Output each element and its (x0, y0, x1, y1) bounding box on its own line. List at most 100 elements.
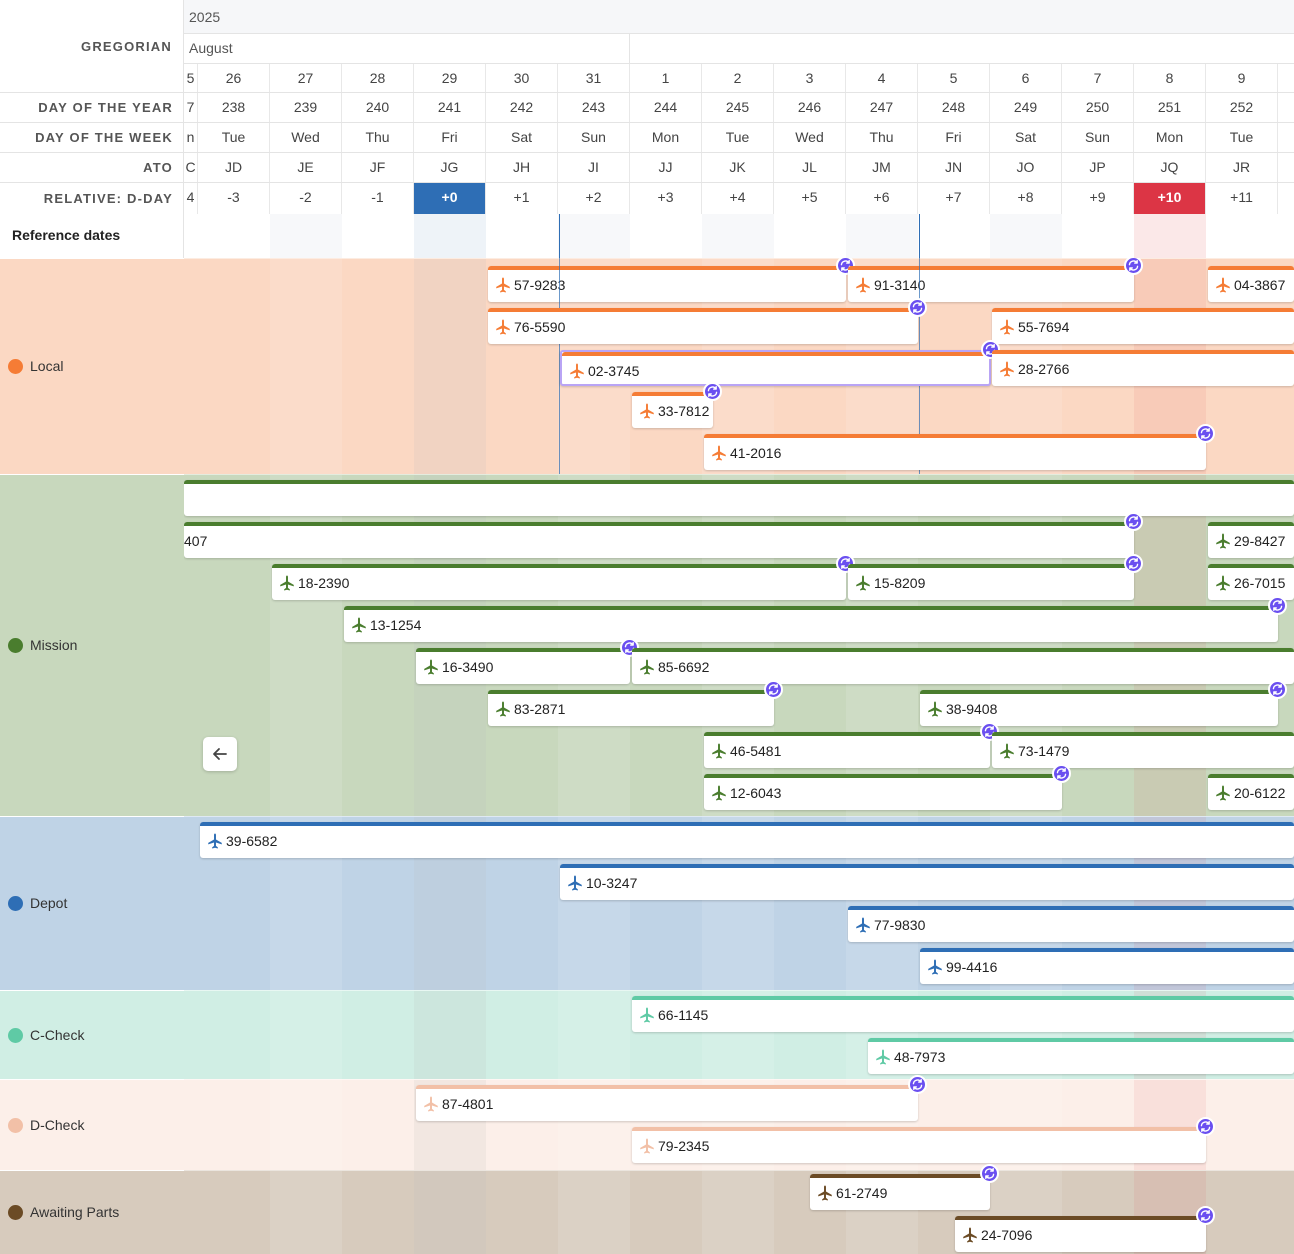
swap-icon[interactable] (764, 680, 783, 699)
group-label-d-check[interactable]: D-Check (0, 1079, 184, 1170)
date-cell: 1 (630, 64, 702, 94)
aircraft-bar[interactable]: 57-9283 (488, 266, 846, 302)
reference-date-line (559, 214, 560, 258)
group-label-depot[interactable]: Depot (0, 816, 184, 990)
swap-icon[interactable] (1268, 680, 1287, 699)
aircraft-bar[interactable]: 18-2390 (272, 564, 846, 600)
rel-cell: +3 (630, 183, 702, 214)
aircraft-tail-number: 38-9408 (946, 701, 998, 717)
swap-icon[interactable] (1124, 512, 1143, 531)
header-row-dow: DAY OF THE WEEK (0, 122, 184, 152)
column-shade (558, 1171, 630, 1254)
rel-cell: +6 (846, 183, 918, 214)
aircraft-bar[interactable]: 66-1145 (632, 996, 1294, 1032)
header-label-relative: RELATIVE: D-DAY (43, 191, 173, 206)
aircraft-bar[interactable]: 41-2016 (704, 434, 1206, 470)
bar-status-strip (344, 606, 1278, 610)
group-label-mission[interactable]: Mission (0, 474, 184, 816)
swap-icon[interactable] (908, 298, 927, 317)
swap-icon[interactable] (1196, 424, 1215, 443)
aircraft-bar[interactable]: 38-9408 (920, 690, 1278, 726)
aircraft-bar[interactable]: 04-3867 (1208, 266, 1294, 302)
airplane-icon (1214, 276, 1232, 294)
airplane-icon (1214, 784, 1232, 802)
aircraft-bar[interactable]: 79-2345 (632, 1127, 1206, 1163)
aircraft-bar[interactable]: 28-2766 (992, 350, 1294, 386)
swap-icon[interactable] (1196, 1206, 1215, 1225)
column-shade (846, 214, 918, 258)
aircraft-bar[interactable]: 10-3247 (560, 864, 1294, 900)
swap-icon[interactable] (980, 722, 999, 741)
bar-status-strip (184, 522, 1134, 526)
bar-status-strip (560, 864, 1294, 868)
aircraft-tail-number: 48-7973 (894, 1049, 946, 1065)
aircraft-tail-number: 55-7694 (1018, 319, 1070, 335)
ato-cell: JK (702, 153, 774, 183)
bar-status-strip (416, 648, 630, 652)
aircraft-bar[interactable]: 33-7812 (632, 392, 713, 428)
ato-cell: JL (774, 153, 846, 183)
aircraft-bar[interactable]: 15-8209 (848, 564, 1134, 600)
aircraft-bar[interactable]: 39-6582 (200, 822, 1294, 858)
doy-cell: 244 (630, 93, 702, 123)
swap-icon[interactable] (980, 1164, 999, 1183)
aircraft-bar[interactable]: 16-3490 (416, 648, 630, 684)
aircraft-bar[interactable]: 02-3745 (560, 350, 991, 386)
group-label-local[interactable]: Local (0, 258, 184, 474)
bar-status-strip (955, 1216, 1206, 1220)
group-label-c-check[interactable]: C-Check (0, 990, 184, 1079)
aircraft-bar[interactable]: 55-7694 (992, 308, 1294, 344)
date-cell: 28 (342, 64, 414, 94)
aircraft-bar[interactable]: 87-4801 (416, 1085, 918, 1121)
group-color-dot (8, 638, 23, 653)
aircraft-bar[interactable]: 407 (184, 522, 1134, 558)
bar-status-strip (704, 732, 990, 736)
aircraft-bar[interactable] (184, 480, 1294, 516)
swap-icon[interactable] (1052, 764, 1071, 783)
dow-cell: n (184, 123, 198, 153)
bar-status-strip (632, 996, 1294, 1000)
aircraft-bar[interactable]: 61-2749 (810, 1174, 990, 1210)
rel-cell: +0 (414, 183, 486, 214)
airplane-icon (854, 916, 872, 934)
aircraft-bar[interactable]: 46-5481 (704, 732, 990, 768)
month-september (630, 33, 1294, 63)
swap-icon[interactable] (908, 1075, 927, 1094)
aircraft-bar[interactable]: 85-6692 (632, 648, 1294, 684)
aircraft-bar[interactable]: 29-8427 (1208, 522, 1294, 558)
date-cell: 31 (558, 64, 630, 94)
aircraft-bar[interactable]: 99-4416 (920, 948, 1294, 984)
swap-icon[interactable] (1196, 1117, 1215, 1136)
aircraft-bar[interactable]: 76-5590 (488, 308, 918, 344)
aircraft-tail-number: 99-4416 (946, 959, 998, 975)
header-label-doy: DAY OF THE YEAR (38, 100, 173, 115)
aircraft-bar[interactable]: 73-1479 (992, 732, 1294, 768)
airplane-icon (278, 574, 296, 592)
swap-icon[interactable] (1124, 554, 1143, 573)
swap-icon[interactable] (1268, 596, 1287, 615)
group-label-awaiting-parts[interactable]: Awaiting Parts (0, 1170, 184, 1254)
aircraft-bar[interactable]: 12-6043 (704, 774, 1062, 810)
dday-column-shade (414, 991, 486, 1080)
bar-status-strip (810, 1174, 990, 1178)
scroll-back-button[interactable] (203, 737, 237, 771)
swap-icon[interactable] (1124, 258, 1143, 275)
airplane-icon (854, 276, 872, 294)
airplane-icon (422, 1095, 440, 1113)
aircraft-bar[interactable]: 13-1254 (344, 606, 1278, 642)
group-name: D-Check (30, 1117, 85, 1133)
aircraft-bar[interactable]: 91-3140 (848, 266, 1134, 302)
aircraft-bar[interactable]: 83-2871 (488, 690, 774, 726)
ato-cell: JI (558, 153, 630, 183)
aircraft-bar[interactable]: 48-7973 (868, 1038, 1294, 1074)
aircraft-bar[interactable]: 20-6122 (1208, 774, 1294, 810)
dow-cell: Sat (990, 123, 1062, 153)
aircraft-bar[interactable]: 24-7096 (955, 1216, 1206, 1252)
reference-date-line (919, 214, 920, 258)
bar-status-strip (992, 732, 1294, 736)
swap-icon[interactable] (703, 382, 722, 401)
aircraft-tail-number: 13-1254 (370, 617, 422, 633)
aircraft-bar[interactable]: 26-7015 (1208, 564, 1294, 600)
date-cell: 5 (184, 64, 198, 94)
aircraft-bar[interactable]: 77-9830 (848, 906, 1294, 942)
